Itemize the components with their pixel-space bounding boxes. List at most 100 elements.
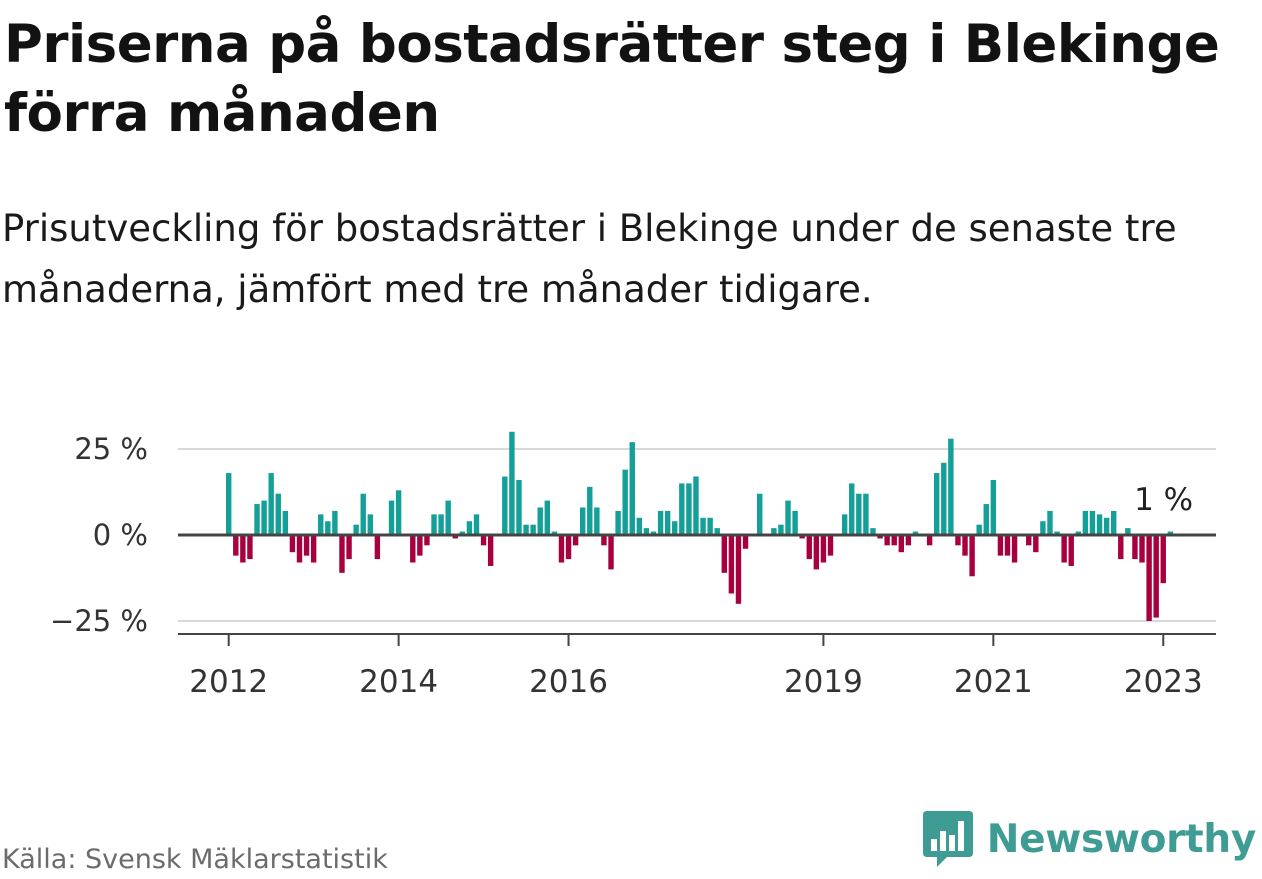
bar — [565, 535, 572, 560]
bar — [622, 469, 628, 535]
bar — [934, 473, 940, 535]
bar — [438, 514, 444, 535]
bar — [374, 535, 381, 560]
bar — [1011, 535, 1018, 563]
bar — [502, 476, 508, 535]
bar — [912, 531, 919, 535]
bar — [650, 531, 657, 535]
x-tick-label: 2019 — [784, 664, 863, 700]
bar — [870, 528, 876, 535]
bar — [594, 507, 600, 535]
bar — [254, 504, 260, 535]
bar — [1040, 521, 1046, 535]
bar — [657, 510, 664, 535]
bar — [1103, 517, 1110, 535]
x-tick-label: 2016 — [529, 664, 608, 700]
bar-chart: 25 % 0 % −25 % 2012 2014 2016 2019 2021 2023 1 % — [50, 431, 1216, 700]
bar — [1026, 535, 1032, 546]
bar — [1132, 535, 1138, 560]
bar — [976, 524, 982, 535]
bar — [813, 535, 820, 570]
bar — [487, 535, 494, 566]
bar — [941, 462, 947, 535]
x-tick-label: 2012 — [189, 664, 268, 700]
bar — [530, 524, 536, 535]
bar — [261, 500, 267, 535]
bar — [226, 473, 232, 535]
bar — [1118, 535, 1124, 560]
bar — [339, 535, 345, 573]
bar — [898, 535, 904, 553]
source-note: Källa: Svensk Mäklarstatistik — [2, 844, 388, 875]
bar — [969, 535, 975, 577]
x-tick-label: 2023 — [1124, 664, 1203, 700]
bar — [360, 493, 366, 535]
bar — [997, 535, 1004, 556]
bar — [1096, 514, 1103, 535]
bar — [452, 535, 458, 539]
bar — [962, 535, 968, 556]
bar — [1054, 531, 1060, 535]
bar — [523, 524, 529, 535]
bar — [799, 535, 805, 539]
bar — [473, 514, 480, 535]
bar — [608, 535, 614, 570]
bar — [983, 504, 989, 535]
bar — [367, 514, 373, 535]
y-tick-label: 0 % — [93, 518, 148, 552]
bar — [841, 514, 848, 535]
bar — [580, 507, 586, 535]
bar — [891, 535, 897, 546]
bar — [672, 521, 678, 535]
bar — [445, 500, 451, 535]
bar — [686, 483, 692, 535]
bar — [1167, 531, 1174, 535]
bar — [353, 524, 359, 535]
bar — [551, 531, 558, 535]
bar — [643, 528, 650, 535]
bar — [863, 493, 869, 535]
bar — [1160, 535, 1166, 584]
bar — [240, 535, 246, 563]
bar — [1125, 528, 1131, 535]
bar — [268, 473, 274, 535]
y-tick-label: −25 % — [50, 604, 148, 638]
bar — [601, 535, 607, 546]
bar — [827, 535, 834, 556]
bar — [636, 517, 643, 535]
bar — [325, 521, 331, 535]
bar — [820, 535, 827, 563]
bar — [1047, 510, 1053, 535]
bar — [792, 510, 798, 535]
bar — [1153, 535, 1159, 618]
bar — [424, 535, 430, 546]
bar — [395, 490, 402, 535]
bar — [849, 483, 855, 535]
bar — [735, 535, 742, 604]
bar — [1111, 510, 1117, 535]
bar — [303, 535, 310, 556]
bar — [905, 535, 912, 546]
bar — [332, 510, 338, 535]
bar — [693, 476, 699, 535]
y-tick-label: 25 % — [74, 432, 148, 466]
bar — [806, 535, 812, 560]
bar — [480, 535, 487, 546]
bar — [431, 514, 437, 535]
bar — [877, 535, 883, 539]
bar — [700, 517, 706, 535]
bar — [388, 500, 395, 535]
bar — [757, 493, 763, 535]
bar — [516, 479, 522, 535]
bar — [778, 524, 784, 535]
bar — [785, 500, 791, 535]
newsworthy-logo[interactable]: Newsworthy — [922, 811, 1257, 867]
bar — [509, 431, 515, 535]
brand-name: Newsworthy — [986, 816, 1257, 862]
bar — [926, 535, 933, 546]
bar — [275, 493, 281, 535]
x-tick-label: 2021 — [954, 664, 1033, 700]
bar — [417, 535, 423, 556]
bar — [289, 535, 296, 553]
bar — [728, 535, 735, 594]
